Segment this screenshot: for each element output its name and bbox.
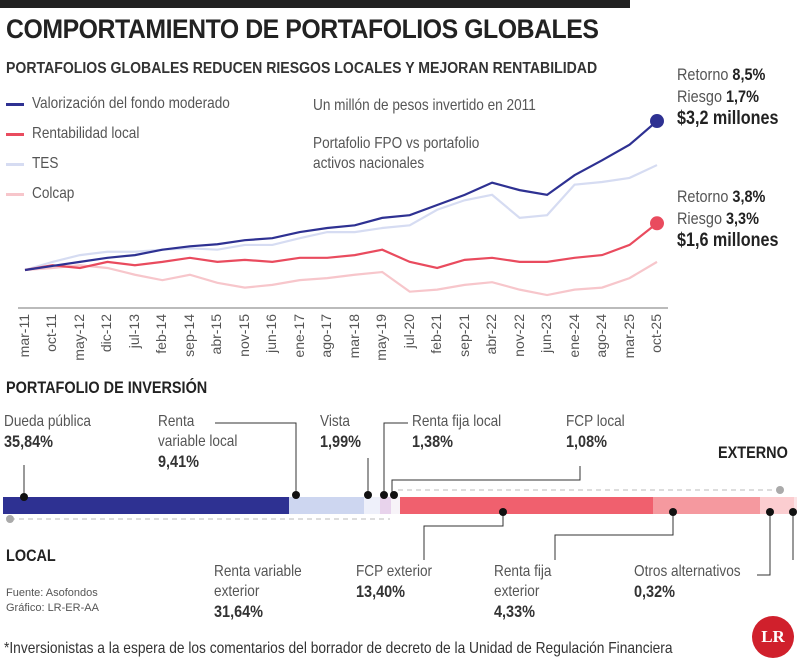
segment-pct: 13,40% — [356, 582, 406, 601]
segment-pct: 1,99% — [320, 432, 361, 451]
footnote: *Inversionistas a la espera de los comen… — [4, 640, 673, 657]
segment-name: Vista — [320, 413, 350, 430]
graphic-credit: Gráfico: LR-ER-AA — [6, 602, 99, 614]
source-text: Fuente: Asofondos — [6, 587, 98, 599]
top-bar — [0, 0, 630, 8]
return-label: Retorno — [677, 65, 729, 84]
portfolio-bar — [3, 497, 797, 514]
return-value: 8,5% — [732, 65, 766, 84]
legend-label: Colcap — [32, 185, 75, 202]
segment-name: Renta fija local — [412, 413, 502, 430]
label-fcp-local: FCP local 1,08% — [566, 412, 625, 453]
bar-segment-fcp-local — [391, 497, 401, 514]
lr-logo: LR — [752, 616, 794, 658]
bar-segment-otros-alternativos — [794, 497, 797, 514]
legend-swatch — [6, 162, 24, 166]
note-investment: Un millón de pesos invertido en 2011 — [313, 97, 536, 114]
label-deuda-publica: Dueda pública 35,84% — [4, 412, 91, 453]
label-otros-alternativos: Otros alternativos 0,32% — [634, 562, 741, 603]
segment-pct: 31,64% — [214, 602, 264, 621]
series-end-marker — [650, 114, 664, 129]
segment-pct: 35,84% — [4, 432, 54, 451]
legend-swatch — [6, 132, 24, 136]
source: Fuente: Asofondos Gráfico: LR-ER-AA — [6, 586, 99, 616]
risk-label: Riesgo — [677, 87, 722, 106]
segment-pct: 1,38% — [412, 432, 453, 451]
segment-pct: 1,08% — [566, 432, 607, 451]
legend-swatch — [6, 102, 24, 106]
bar-segment-renta-variable-exterior — [400, 497, 653, 514]
note-compare-2: activos nacionales — [313, 155, 425, 172]
segment-name: Renta — [158, 413, 195, 430]
label-renta-fija-local: Renta fija local 1,38% — [412, 412, 501, 453]
segment-name: Renta fija — [494, 563, 552, 580]
bar-segment-dueda-p-blica — [3, 497, 290, 514]
legend-item: Rentabilidad local — [6, 125, 158, 143]
segment-pct: 9,41% — [158, 452, 199, 471]
segment-name: variable local — [158, 433, 238, 450]
legend-item: Colcap — [6, 185, 82, 203]
legend-item: TES — [6, 155, 63, 173]
legend-swatch — [6, 192, 24, 196]
segment-pct: 4,33% — [494, 602, 535, 621]
segment-name: FCP local — [566, 413, 625, 430]
legend-item: Valorización del fondo moderado — [6, 95, 265, 113]
bar-segment-renta-fija-local — [380, 497, 392, 514]
segment-pct: 0,32% — [634, 582, 675, 601]
series-line-rentabilidad-local — [24, 222, 658, 272]
segment-name: Dueda pública — [4, 413, 91, 430]
chart-subtitle: PORTAFOLIOS GLOBALES REDUCEN RIESGOS LOC… — [6, 60, 598, 77]
legend-label: Valorización del fondo moderado — [32, 95, 230, 112]
legend-label: Rentabilidad local — [32, 125, 140, 142]
label-renta-variable-local: Renta variable local 9,41% — [158, 412, 237, 473]
end-label-bottom: Retorno 3,8% Riesgo 3,3% $1,6 millones — [677, 186, 778, 252]
label-renta-fija-exterior: Renta fija exterior 4,33% — [494, 562, 551, 623]
segment-name: exterior — [214, 583, 260, 600]
label-renta-variable-exterior: Renta variable exterior 31,64% — [214, 562, 302, 623]
segment-name: FCP exterior — [356, 563, 433, 580]
segment-name: Otros alternativos — [634, 563, 741, 580]
local-label: LOCAL — [6, 546, 56, 565]
end-label-top: Retorno 8,5% Riesgo 1,7% $3,2 millones — [677, 64, 778, 130]
chart-title: COMPORTAMIENTO DE PORTAFOLIOS GLOBALES — [6, 14, 599, 44]
final-value: $1,6 millones — [677, 230, 779, 251]
segment-name: Renta variable — [214, 563, 302, 580]
portfolio-title: PORTAFOLIO DE INVERSIÓN — [6, 378, 208, 397]
bar-segment-fcp-exterior — [652, 497, 760, 514]
risk-value: 3,3% — [726, 209, 759, 228]
final-value: $3,2 millones — [677, 108, 779, 129]
risk-label: Riesgo — [677, 209, 722, 228]
bar-segment-renta-variable-local — [289, 497, 365, 514]
return-value: 3,8% — [732, 187, 766, 206]
label-vista: Vista 1,99% — [320, 412, 361, 453]
risk-value: 1,7% — [726, 87, 759, 106]
note-compare-1: Portafolio FPO vs portafolio — [313, 135, 480, 152]
legend-label: TES — [32, 155, 59, 172]
externo-label: EXTERNO — [718, 443, 788, 462]
series-line-valorizaci-n-del-fondo-moderado — [24, 120, 658, 272]
bar-segment-vista — [364, 497, 381, 514]
segment-name: exterior — [494, 583, 540, 600]
series-line-tes — [24, 164, 658, 272]
return-label: Retorno — [677, 187, 729, 206]
label-fcp-exterior: FCP exterior 13,40% — [356, 562, 432, 603]
series-line-colcap — [24, 260, 658, 297]
series-end-marker — [650, 216, 664, 231]
